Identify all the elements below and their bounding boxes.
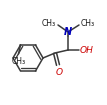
- Text: CH₃: CH₃: [81, 18, 95, 28]
- Text: CH₃: CH₃: [42, 18, 56, 28]
- Text: OH: OH: [80, 45, 94, 54]
- Text: O: O: [55, 68, 63, 77]
- Text: N: N: [64, 27, 72, 37]
- Text: CH₃: CH₃: [11, 57, 26, 66]
